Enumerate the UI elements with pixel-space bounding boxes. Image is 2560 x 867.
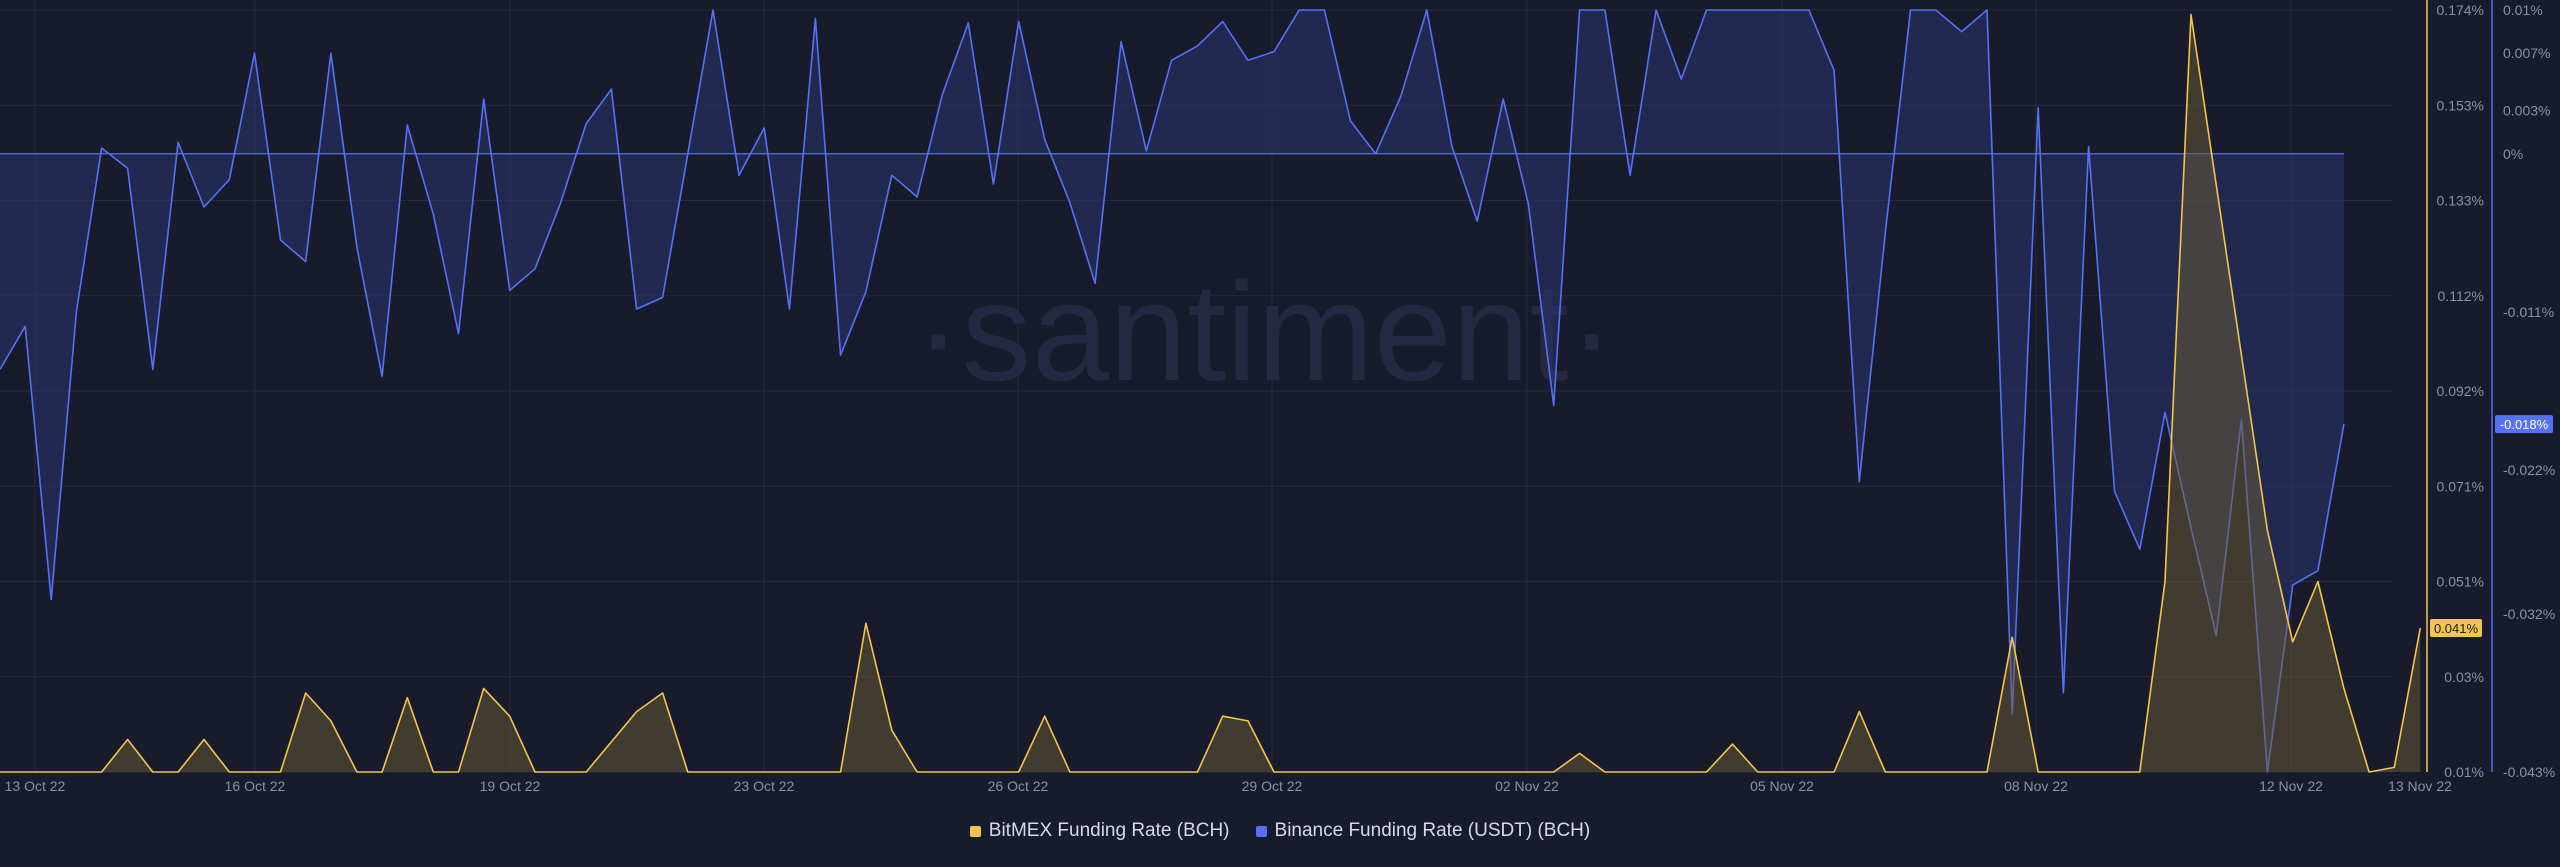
bitmex-current-badge [2430, 618, 2482, 637]
bitmex-line [0, 13, 2422, 773]
x-tick-label: 05 Nov 22 [1750, 778, 1814, 794]
santiment-watermark: ·santiment· [915, 253, 1615, 410]
y-left-tick-label: 0.051% [2437, 574, 2484, 590]
y-right-tick-label: -0.043% [2503, 764, 2555, 780]
y-left-tick-label: 0.112% [2438, 288, 2484, 304]
y-left-tick-label: 0.03% [2444, 669, 2484, 685]
y-right-tick-label: -0.011% [2503, 304, 2554, 320]
y-left-tick-label: 0.133% [2437, 193, 2484, 209]
y-left-tick-label: 0.174% [2437, 2, 2484, 18]
legend-label-bitmex: BitMEX Funding Rate (BCH) [988, 820, 1230, 841]
binance-current-value: -0.018% [2500, 417, 2549, 432]
binance-swatch-icon [1255, 825, 1267, 837]
bitmex-swatch-icon [969, 825, 981, 837]
y-left-tick-label: 0.01% [2444, 764, 2484, 780]
x-tick-label: 08 Nov 22 [2004, 778, 2068, 794]
legend-item-bitmex[interactable]: BitMEX Funding Rate (BCH) [969, 820, 1230, 842]
x-tick-label: 13 Oct 22 [5, 778, 66, 794]
axes: 0.174% 0.153% 0.133% 0.112% 0.092% 0.071% 0.05… [5, 0, 2555, 794]
x-tick-label: 26 Oct 22 [988, 778, 1049, 794]
y-left-tick-label: 0.071% [2437, 478, 2484, 494]
y-left-tick-label: 0.153% [2437, 97, 2484, 113]
x-tick-label: 29 Oct 22 [1242, 778, 1303, 794]
y-right-tick-label: 0.01% [2503, 2, 2543, 18]
x-tick-label: 12 Nov 22 [2259, 778, 2323, 794]
y-right-tick-label: 0% [2503, 146, 2523, 162]
legend: BitMEX Funding Rate (BCH) Binance Fundin… [0, 820, 2560, 842]
x-tick-label: 23 Oct 22 [734, 778, 795, 794]
x-tick-label: 16 Oct 22 [225, 778, 286, 794]
x-tick-label: 02 Nov 22 [1495, 778, 1559, 794]
binance-current-badge [2495, 415, 2553, 434]
x-tick-label: 19 Oct 22 [480, 778, 541, 794]
binance-series [0, 9, 2345, 773]
y-right-tick-label: 0.007% [2503, 45, 2550, 61]
y-right-tick-label: -0.032% [2503, 606, 2555, 622]
binance-line [0, 9, 2345, 773]
bitmex-series [0, 13, 2422, 773]
y-right-tick-label: -0.022% [2503, 462, 2555, 478]
x-tick-label: 13 Nov 22 [2388, 778, 2452, 794]
legend-label-binance: Binance Funding Rate (USDT) (BCH) [1274, 820, 1591, 841]
y-left-tick-label: 0.092% [2437, 383, 2484, 399]
legend-item-binance[interactable]: Binance Funding Rate (USDT) (BCH) [1255, 820, 1591, 842]
bitmex-current-value: 0.041% [2434, 621, 2479, 636]
y-right-tick-label: 0.003% [2503, 103, 2550, 119]
bitmex-area [0, 14, 2421, 773]
